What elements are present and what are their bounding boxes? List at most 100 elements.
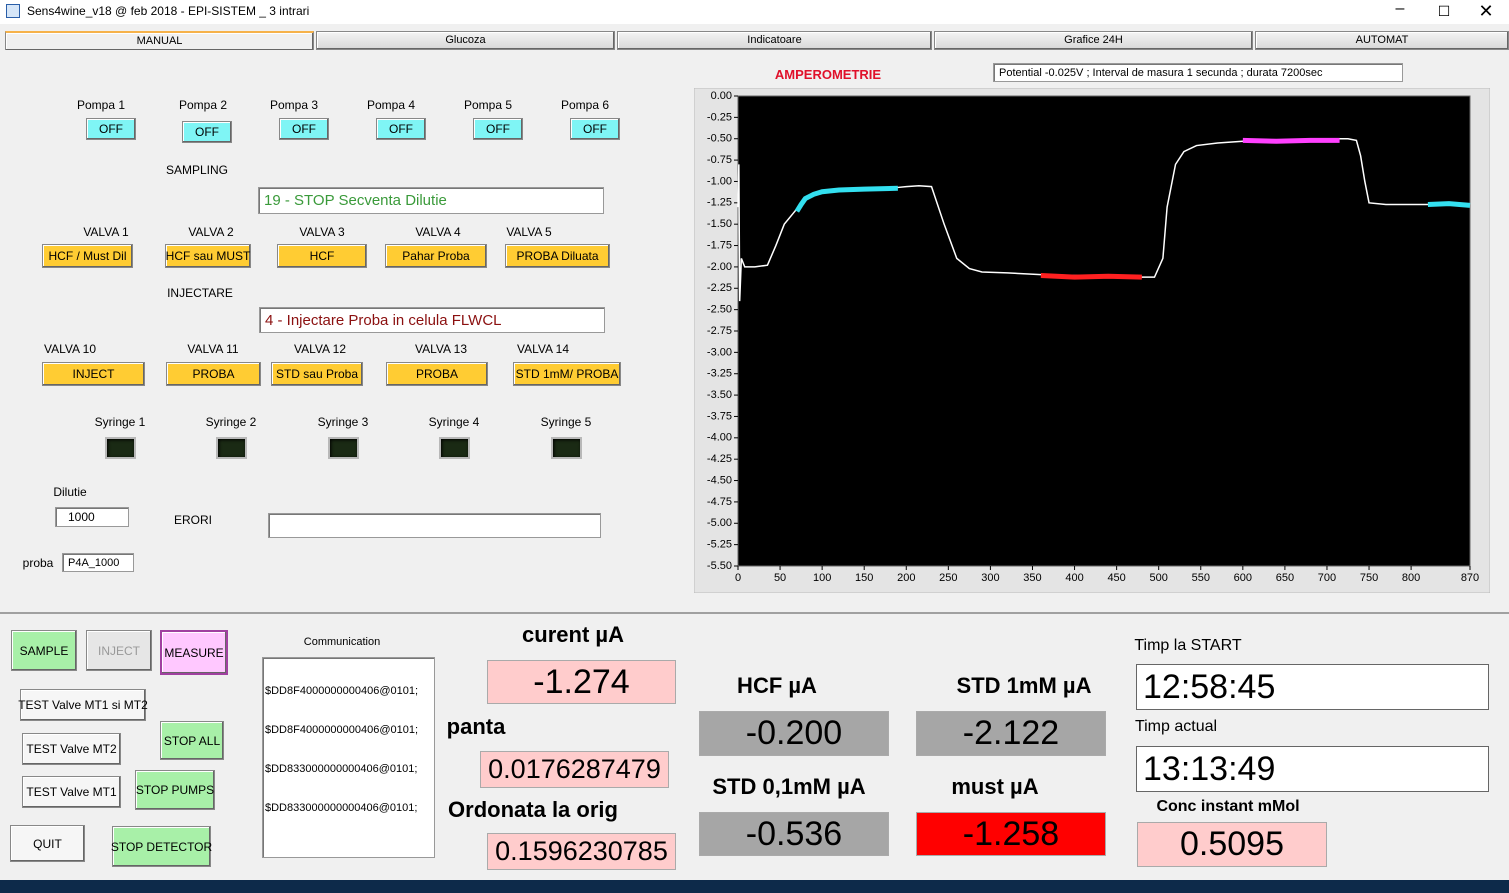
comm-label: Communication — [303, 636, 381, 648]
window-title: Sens4wine_v18 @ feb 2018 - EPI-SISTEM _ … — [27, 4, 310, 18]
taskbar — [0, 880, 1509, 893]
valve-button[interactable]: PROBA — [386, 362, 488, 386]
y-tick-label: -4.00 — [707, 432, 732, 444]
app-icon — [6, 4, 20, 18]
tab[interactable]: AUTOMAT — [1255, 31, 1509, 50]
x-tick-label: 700 — [1318, 572, 1336, 584]
minimize[interactable]: – — [1395, 0, 1405, 17]
tab[interactable]: MANUAL — [5, 31, 314, 50]
valve-button[interactable]: STD 1mM/ PROBA — [513, 362, 621, 386]
x-tick-label: 870 — [1461, 572, 1479, 584]
valve-label: VALVA 13 — [414, 342, 468, 356]
valve-button[interactable]: STD sau Proba — [271, 362, 363, 386]
valve-label: VALVA 4 — [415, 225, 461, 239]
control-button[interactable]: STOP PUMPS — [135, 770, 215, 810]
y-tick-label: -3.25 — [707, 368, 732, 380]
valve-button[interactable]: INJECT — [42, 362, 145, 386]
x-tick-label: 650 — [1276, 572, 1294, 584]
valve-label: VALVA 12 — [293, 342, 347, 356]
close[interactable]: ✕ — [1478, 1, 1494, 21]
pump-button[interactable]: OFF — [570, 118, 620, 140]
x-tick-label: 100 — [813, 572, 831, 584]
status-field: 19 - STOP Secventa Dilutie — [258, 187, 604, 214]
y-tick-label: -4.75 — [707, 496, 732, 508]
valve-button[interactable]: HCF / Must Dil — [42, 244, 133, 268]
control-button[interactable]: STOP DETECTOR — [111, 826, 212, 867]
valve-button[interactable]: HCF — [277, 244, 367, 268]
readout-label: Ordonata la orig — [448, 797, 618, 822]
syringe-led — [551, 437, 582, 459]
readout-value: 0.5095 — [1137, 822, 1327, 867]
valve-label: VALVA 5 — [506, 225, 552, 239]
chart-title: AMPEROMETRIE — [774, 67, 882, 82]
y-tick-label: -0.25 — [707, 111, 732, 123]
pump-button[interactable]: OFF — [473, 118, 523, 140]
comm-line: $DD833000000000406@0101; — [265, 802, 418, 814]
sample-field: P4A_1000 — [62, 553, 134, 572]
y-tick-label: -2.00 — [707, 261, 732, 273]
x-tick-label: 800 — [1402, 572, 1420, 584]
sample-label: proba — [22, 556, 54, 570]
y-tick-label: -3.50 — [707, 389, 732, 401]
dilution-field[interactable]: 1000 — [55, 507, 129, 527]
pump-label: Pompa 5 — [463, 98, 513, 112]
pump-button[interactable]: OFF — [182, 121, 232, 143]
readout-value: -0.200 — [699, 711, 889, 756]
series-line — [794, 185, 898, 213]
y-tick-label: -2.50 — [707, 304, 732, 316]
syringe-led — [439, 437, 470, 459]
section-label: INJECTARE — [167, 286, 233, 300]
comm-line: $DD833000000000406@0101; — [265, 763, 418, 775]
control-button[interactable]: TEST Valve MT2 — [22, 733, 121, 765]
pump-button[interactable]: OFF — [279, 118, 329, 140]
tab[interactable]: Grafice 24H — [934, 31, 1253, 50]
chart-info: Potential -0.025V ; Interval de masura 1… — [993, 63, 1403, 82]
x-tick-label: 500 — [1150, 572, 1168, 584]
valve-button[interactable]: HCF sau MUST — [165, 244, 251, 268]
y-tick-label: -2.25 — [707, 282, 732, 294]
readout-value: 13:13:49 — [1136, 746, 1489, 792]
pump-button[interactable]: OFF — [86, 118, 136, 140]
series-line — [737, 137, 1471, 302]
dilution-label: Dilutie — [53, 485, 87, 499]
valve-button[interactable]: PROBA Diluata — [505, 244, 610, 268]
valve-label: VALVA 10 — [43, 342, 97, 356]
readout-label: HCF µA — [737, 673, 817, 698]
x-tick-label: 600 — [1234, 572, 1252, 584]
control-button[interactable]: SAMPLE — [11, 630, 77, 671]
tab[interactable]: Indicatoare — [617, 31, 932, 50]
valve-button[interactable]: Pahar Proba — [385, 244, 487, 268]
x-tick-label: 0 — [735, 572, 741, 584]
control-button[interactable]: MEASURE — [160, 630, 228, 675]
control-button[interactable]: TEST Valve MT1 — [22, 776, 121, 808]
title-bar: Sens4wine_v18 @ feb 2018 - EPI-SISTEM _ … — [0, 0, 1509, 24]
comm-line: $DD8F4000000000406@0101; — [265, 685, 419, 697]
plot-area — [737, 95, 1471, 567]
pump-label: Pompa 6 — [560, 98, 610, 112]
syringe-label: Syringe 2 — [205, 415, 257, 429]
maximize[interactable]: ☐ — [1437, 3, 1451, 19]
pump-label: Pompa 1 — [76, 98, 126, 112]
y-tick-label: -5.25 — [707, 539, 732, 551]
readout-value: 0.1596230785 — [487, 833, 676, 870]
syringe-led — [216, 437, 247, 459]
readout-value: -0.536 — [699, 812, 889, 856]
syringe-label: Syringe 1 — [94, 415, 146, 429]
x-tick-label: 750 — [1360, 572, 1378, 584]
control-button[interactable]: QUIT — [10, 825, 85, 862]
comm-line: $DD8F4000000000406@0101; — [265, 724, 419, 736]
readout-label: Timp actual — [1134, 718, 1218, 735]
control-button[interactable]: STOP ALL — [160, 721, 224, 760]
pump-button[interactable]: OFF — [376, 118, 426, 140]
y-tick-label: -3.00 — [707, 346, 732, 358]
y-tick-label: -5.50 — [707, 560, 732, 572]
status-field: 4 - Injectare Proba in celula FLWCL — [259, 307, 605, 333]
readout-value: 0.0176287479 — [480, 751, 669, 788]
valve-button[interactable]: PROBA — [166, 362, 261, 386]
tab[interactable]: Glucoza — [316, 31, 615, 50]
syringe-led — [105, 437, 136, 459]
control-button[interactable]: TEST Valve MT1 si MT2 — [18, 689, 148, 721]
y-tick-label: -2.75 — [707, 325, 732, 337]
control-button[interactable]: INJECT — [86, 630, 152, 671]
